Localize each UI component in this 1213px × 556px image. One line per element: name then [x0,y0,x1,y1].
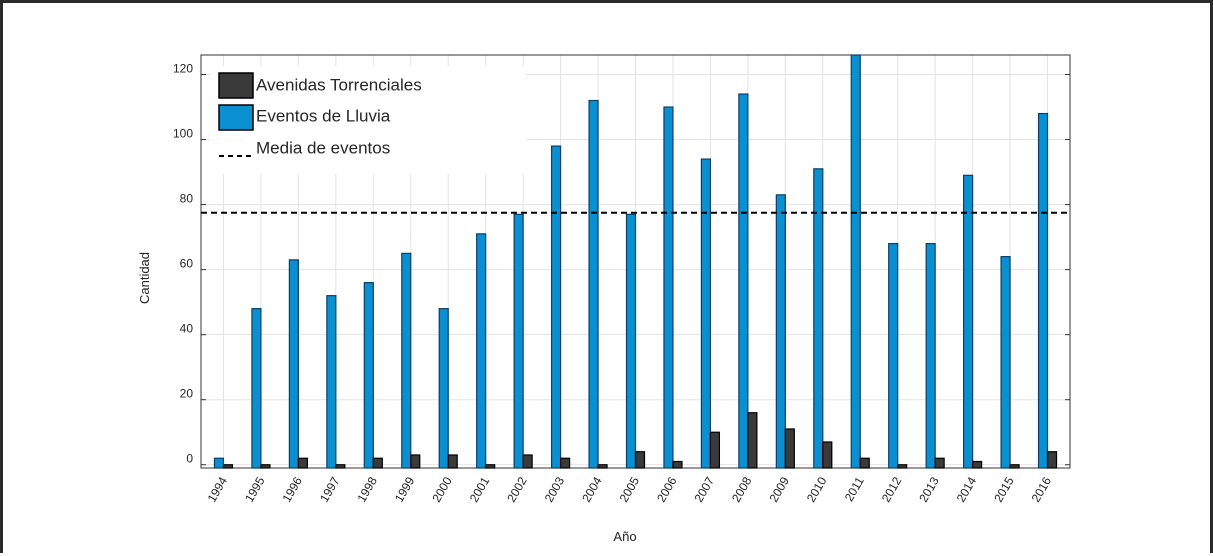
bar-avenidas-torrenciales [372,457,383,469]
y-tick-label: 100 [173,127,193,141]
bar-avenidas-torrenciales [859,457,870,469]
bar-eventos-lluvia [588,99,599,469]
bar-avenidas-torrenciales [634,451,646,469]
legend-label-media: Media de eventos [256,138,390,157]
bar-avenidas-torrenciales [335,464,346,469]
bar-avenidas-torrenciales [260,464,271,469]
legend-label-lluvia: Eventos de Lluvia [256,106,391,125]
x-tick-label: 2010 [804,474,830,504]
legend-swatch-lluvia [218,104,254,131]
x-tick-label: 2012 [879,474,905,504]
bar-eventos-lluvia [513,213,524,469]
bar-eventos-lluvia [775,194,786,469]
bar-eventos-lluvia [925,243,936,469]
bar-eventos-lluvia [1037,112,1049,469]
x-tick-label: 1994 [205,474,231,504]
bar-eventos-lluvia [625,213,637,469]
bar-eventos-lluvia [288,259,299,469]
x-tick-label: 2008 [729,474,755,504]
bar-eventos-lluvia [401,252,412,469]
bar-eventos-lluvia [251,308,262,469]
y-tick-label: 80 [180,192,194,206]
x-tick-label: 1999 [392,474,418,504]
x-tick-label: 2001 [467,474,493,504]
x-tick-label: 2000 [429,474,455,504]
bar-avenidas-torrenciales [559,457,571,469]
bars [213,54,1058,469]
bar-avenidas-torrenciales [447,454,458,469]
bar-avenidas-torrenciales [672,460,683,469]
x-tick-label: 1997 [317,474,343,504]
y-tick-label: 0 [186,452,193,466]
legend-label-avenidas: Avenidas Torrenciales [256,75,422,94]
bar-eventos-lluvia [213,457,225,469]
bar-avenidas-torrenciales [934,457,945,469]
x-tick-label: 2004 [579,474,605,504]
bar-avenidas-torrenciales [222,464,234,469]
bar-avenidas-torrenciales [410,454,421,469]
y-tick-label: 120 [173,62,193,76]
bar-avenidas-torrenciales [522,454,533,469]
bar-eventos-lluvia [363,282,374,469]
x-tick-label: 2013 [916,474,942,504]
bar-avenidas-torrenciales [485,464,496,469]
x-tick-label: 2011 [842,474,867,504]
x-tick-label: 2014 [954,474,980,504]
bar-eventos-lluvia [888,243,899,469]
bar-eventos-lluvia [963,174,974,469]
bar-eventos-lluvia [700,158,712,469]
y-tick-label: 60 [180,257,194,271]
bar-eventos-lluvia [813,168,824,469]
bar-avenidas-torrenciales [1046,451,1058,469]
x-tick-label: 2002 [504,474,530,504]
bar-avenidas-torrenciales [972,460,983,469]
bar-avenidas-torrenciales [822,441,833,469]
x-tick-label: 2015 [991,474,1017,504]
x-tick-label: 2009 [766,474,792,504]
x-tick-label: 2007 [692,474,718,504]
x-tick-label: 1998 [354,474,380,504]
bar-avenidas-torrenciales [897,464,908,469]
bar-eventos-lluvia [326,295,337,469]
bar-avenidas-torrenciales [597,464,608,469]
bar-eventos-lluvia [663,106,674,469]
y-tick-label: 20 [180,387,194,401]
bar-eventos-lluvia [850,54,861,469]
bar-chart: 0 20 40 60 80 100 120 1994 1995 1996 1997 1998 1999 2… [137,54,1071,544]
bar-eventos-lluvia [1000,256,1011,469]
legend-box [210,66,526,174]
x-tick-label: 1995 [242,474,268,504]
bar-avenidas-torrenciales [784,428,795,469]
x-axis-label: Año [613,529,636,544]
x-tick-label: 2005 [617,474,643,504]
bar-avenidas-torrenciales [297,457,308,469]
bar-eventos-lluvia [476,233,487,469]
y-axis-label: Cantidad [137,252,152,304]
bar-eventos-lluvia [438,308,449,469]
bar-avenidas-torrenciales [747,412,758,469]
x-tick-label: 2003 [542,474,568,504]
bar-avenidas-torrenciales [1009,464,1020,469]
y-tick-label: 40 [180,322,194,336]
bar-eventos-lluvia [738,93,749,469]
x-tick-label: 1996 [280,474,306,504]
bar-avenidas-torrenciales [709,431,721,469]
x-tick-label: 2016 [1029,474,1055,504]
legend: Avenidas Torrenciales Eventos de Lluvia … [210,66,526,174]
bar-eventos-lluvia [550,145,562,469]
x-tick-label: 2006 [654,474,680,504]
legend-swatch-avenidas [218,72,254,99]
